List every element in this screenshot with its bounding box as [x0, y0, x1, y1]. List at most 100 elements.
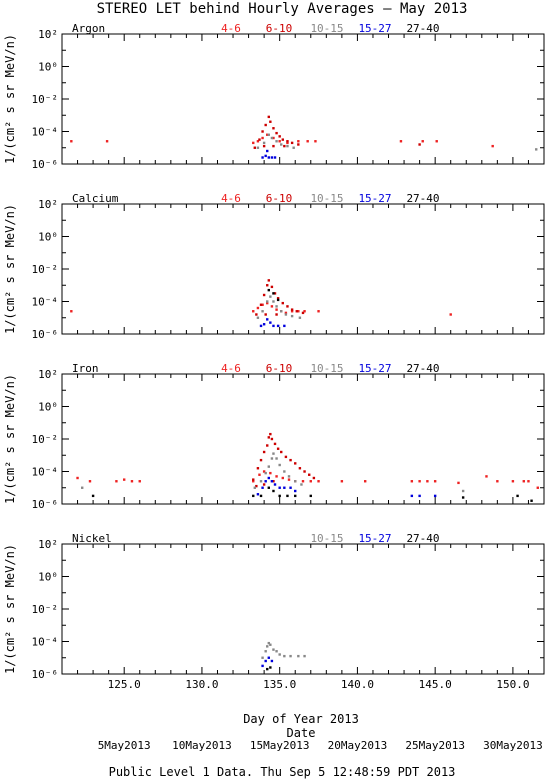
data-point-15-27: [278, 486, 281, 489]
y-tick-label: 10⁻⁶: [32, 158, 59, 171]
y-tick-label: 10²: [38, 368, 58, 381]
data-point-6-10: [262, 450, 266, 454]
data-point-27-40: [461, 496, 465, 499]
y-tick-label: 10⁻²: [32, 93, 59, 106]
data-point-6-10: [276, 447, 280, 450]
data-point-6-10: [256, 467, 260, 470]
legend-entry-10-15: 10-15: [310, 192, 343, 205]
data-point-15-27: [261, 486, 264, 489]
panel-calcium: 10² 10⁰ 10⁻² 10⁻⁴ 10⁻⁶ 1/(cm² s sr MeV/n) Calc…: [3, 192, 545, 341]
data-point-4-6: [301, 480, 305, 483]
data-point-4-6: [306, 140, 309, 143]
data-point-15-27: [270, 156, 274, 159]
x-tick-label: 150.0: [496, 678, 529, 691]
data-point-15-27: [273, 156, 277, 159]
data-point-15-27: [266, 149, 269, 153]
data-point-10-15: [275, 305, 278, 308]
legend-entry-15-27: 15-27: [358, 532, 391, 545]
data-point-4-6: [435, 140, 438, 143]
data-point-6-10: [259, 458, 263, 462]
data-point-10-15: [303, 654, 306, 658]
data-point-6-10: [289, 458, 292, 462]
data-point-6-10: [272, 480, 275, 483]
data-point-27-40: [272, 489, 275, 493]
data-point-15-27: [267, 476, 270, 480]
legend-entry-6-10: 6-10: [266, 192, 293, 205]
data-point-6-10: [283, 144, 286, 148]
panel-name-label: Argon: [72, 22, 105, 35]
data-point-6-10: [280, 450, 283, 454]
panel-argon: 10² 10⁰ 10⁻² 10⁻⁴ 10⁻⁶ 1/(cm² s sr MeV/n) Argo…: [3, 22, 545, 171]
panel-name-label: Iron: [72, 362, 99, 375]
data-point-6-10: [284, 455, 288, 459]
data-point-6-10: [267, 436, 270, 439]
data-point-10-15: [287, 475, 291, 478]
data-point-15-27: [259, 324, 263, 328]
data-point-10-15: [267, 133, 270, 136]
data-point-10-15: [261, 656, 264, 659]
y-tick-label: 10⁻⁴: [32, 466, 59, 479]
x-axis-sublabel: Date: [287, 726, 316, 740]
legend-entry-15-27: 15-27: [358, 22, 391, 35]
legend-entry-27-40: 27-40: [406, 22, 439, 35]
data-point-4-6: [340, 480, 344, 483]
data-point-4-6: [317, 310, 320, 313]
data-point-4-6: [258, 473, 261, 476]
data-point-10-15: [300, 483, 303, 486]
y-tick-label: 10⁰: [38, 231, 58, 244]
data-point-10-15: [292, 146, 295, 149]
data-point-4-6: [70, 140, 73, 143]
date-tick-label: 20May2013: [328, 739, 388, 752]
data-point-6-10: [272, 127, 275, 130]
panel-frame: [61, 373, 545, 505]
y-tick-label: 10⁰: [38, 571, 58, 584]
data-point-6-10: [273, 292, 277, 295]
data-point-4-6: [536, 486, 539, 489]
data-point-10-15: [290, 314, 294, 318]
data-point-15-27: [266, 318, 269, 321]
data-point-10-15: [269, 295, 272, 298]
data-point-15-27: [289, 486, 292, 489]
footer-text: Public Level 1 Data. Thu Sep 5 12:48:59 …: [109, 765, 456, 779]
y-tick-label: 10²: [38, 538, 58, 551]
data-point-4-6: [410, 480, 414, 483]
data-point-27-40: [267, 288, 270, 292]
panel-nickel: 10² 10⁰ 10⁻² 10⁻⁴ 10⁻⁶ 125.0 130.0 135.0 140.0 14…: [3, 532, 545, 691]
y-tick-label: 10⁻²: [32, 263, 59, 276]
data-point-4-6: [363, 480, 367, 483]
y-tick-label: 10²: [38, 198, 58, 211]
data-point-6-10: [297, 143, 300, 146]
data-point-6-10: [266, 284, 269, 287]
data-point-15-27: [270, 659, 274, 663]
data-point-15-27: [264, 480, 267, 483]
y-tick-label: 10⁻⁶: [32, 328, 59, 341]
data-point-6-10: [273, 442, 277, 446]
data-point-4-6: [418, 480, 421, 483]
legend-entry-27-40: 27-40: [406, 362, 439, 375]
data-point-10-15: [256, 316, 260, 319]
y-axis-label: 1/(cm² s sr MeV/n): [3, 544, 17, 674]
data-point-27-40: [272, 292, 275, 295]
data-point-15-27: [262, 323, 266, 326]
panel-iron: 10² 10⁰ 10⁻² 10⁻⁴ 10⁻⁶ 1/(cm² s sr MeV/n) Iron…: [3, 362, 545, 511]
data-point-4-6: [275, 475, 278, 478]
data-point-6-10: [286, 305, 289, 308]
y-tick-label: 10⁻⁶: [32, 668, 59, 681]
data-point-10-15: [256, 146, 260, 149]
data-point-6-10: [266, 444, 269, 447]
data-point-6-10: [264, 123, 267, 127]
data-point-27-40: [278, 494, 281, 498]
data-point-10-15: [269, 643, 272, 646]
data-point-6-10: [418, 143, 421, 146]
data-point-6-10: [255, 484, 258, 488]
data-point-6-10: [301, 311, 305, 315]
data-point-6-10: [262, 144, 266, 148]
data-point-10-15: [280, 143, 283, 146]
x-tick-label: 145.0: [419, 678, 452, 691]
legend-entry-10-15: 10-15: [310, 22, 343, 35]
data-point-15-27: [267, 656, 270, 659]
data-point-4-6: [256, 140, 260, 143]
data-point-10-15: [272, 648, 275, 651]
legend-entry-27-40: 27-40: [406, 192, 439, 205]
